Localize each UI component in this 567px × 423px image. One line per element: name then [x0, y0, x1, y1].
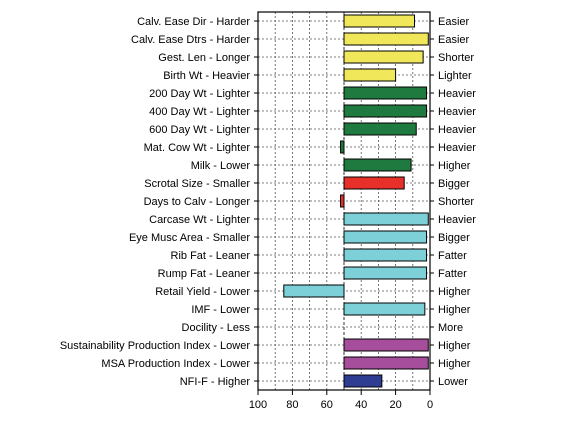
direction-label: Heavier: [438, 124, 476, 136]
percentile-bar: [343, 14, 416, 28]
direction-label: Higher: [438, 286, 471, 298]
plot-frame: [257, 11, 431, 391]
category-label: Sustainability Production Index - Lower: [60, 340, 250, 352]
percentile-bar: [343, 230, 428, 244]
category-label: 400 Day Wt - Lighter: [149, 106, 250, 118]
percentile-bar: [343, 212, 429, 226]
category-label: Gest. Len - Longer: [158, 52, 250, 64]
percentile-bar: [343, 50, 424, 64]
category-label: 600 Day Wt - Lighter: [149, 124, 250, 136]
category-label: Retail Yield - Lower: [155, 286, 250, 298]
percentile-bar: [343, 104, 428, 118]
category-label: NFI-F - Higher: [180, 376, 251, 388]
x-tick-label: 20: [389, 399, 401, 411]
percentile-bar: [343, 266, 428, 280]
direction-label: Higher: [438, 160, 471, 172]
x-tick-label: 0: [427, 399, 433, 411]
category-label: Calv. Ease Dir - Harder: [137, 16, 250, 28]
percentile-bar: [343, 158, 412, 172]
direction-label: Shorter: [438, 52, 474, 64]
percentile-bar: [340, 194, 345, 208]
direction-label: Higher: [438, 304, 471, 316]
percentile-bar: [343, 302, 426, 316]
category-label: Carcase Wt - Lighter: [149, 214, 250, 226]
percentile-bar: [343, 338, 429, 352]
direction-label: Lower: [438, 376, 468, 388]
category-label: Milk - Lower: [191, 160, 251, 172]
direction-label: Easier: [438, 34, 470, 46]
category-label: 200 Day Wt - Lighter: [149, 88, 250, 100]
category-label: Days to Calv - Longer: [144, 196, 251, 208]
percentile-bar: [343, 122, 417, 136]
direction-label: Shorter: [438, 196, 474, 208]
percentile-bar: [283, 284, 345, 298]
percentile-bar: [343, 86, 428, 100]
direction-label: Fatter: [438, 268, 467, 280]
percentile-bar: [343, 248, 428, 262]
direction-label: Easier: [438, 16, 470, 28]
category-label: Eye Musc Area - Smaller: [129, 232, 250, 244]
percentile-bar: [343, 32, 429, 46]
category-label: Calv. Ease Dtrs - Harder: [131, 34, 250, 46]
direction-label: Heavier: [438, 142, 476, 154]
category-label: IMF - Lower: [191, 304, 250, 316]
direction-label: Fatter: [438, 250, 467, 262]
category-label: Rib Fat - Leaner: [171, 250, 251, 262]
percentile-bar: [340, 140, 345, 154]
direction-label: Bigger: [438, 232, 470, 244]
direction-label: Higher: [438, 340, 471, 352]
direction-label: Bigger: [438, 178, 470, 190]
percentile-bar: [343, 176, 405, 190]
x-tick-label: 60: [321, 399, 333, 411]
category-label: Birth Wt - Heavier: [163, 70, 250, 82]
x-tick-label: 100: [249, 399, 267, 411]
x-tick-label: 80: [286, 399, 298, 411]
percentile-bar: [343, 356, 429, 370]
category-label: Rump Fat - Leaner: [158, 268, 251, 280]
direction-label: Higher: [438, 358, 471, 370]
category-label: Scrotal Size - Smaller: [144, 178, 250, 190]
direction-label: Heavier: [438, 214, 476, 226]
category-label: Docility - Less: [182, 322, 251, 334]
direction-label: More: [438, 322, 463, 334]
category-label: MSA Production Index - Lower: [101, 358, 250, 370]
percentile-bar: [343, 374, 383, 388]
percentile-bar: [343, 68, 397, 82]
x-tick-label: 40: [355, 399, 367, 411]
direction-label: Lighter: [438, 70, 472, 82]
direction-label: Heavier: [438, 106, 476, 118]
category-label: Mat. Cow Wt - Lighter: [144, 142, 251, 154]
direction-label: Heavier: [438, 88, 476, 100]
